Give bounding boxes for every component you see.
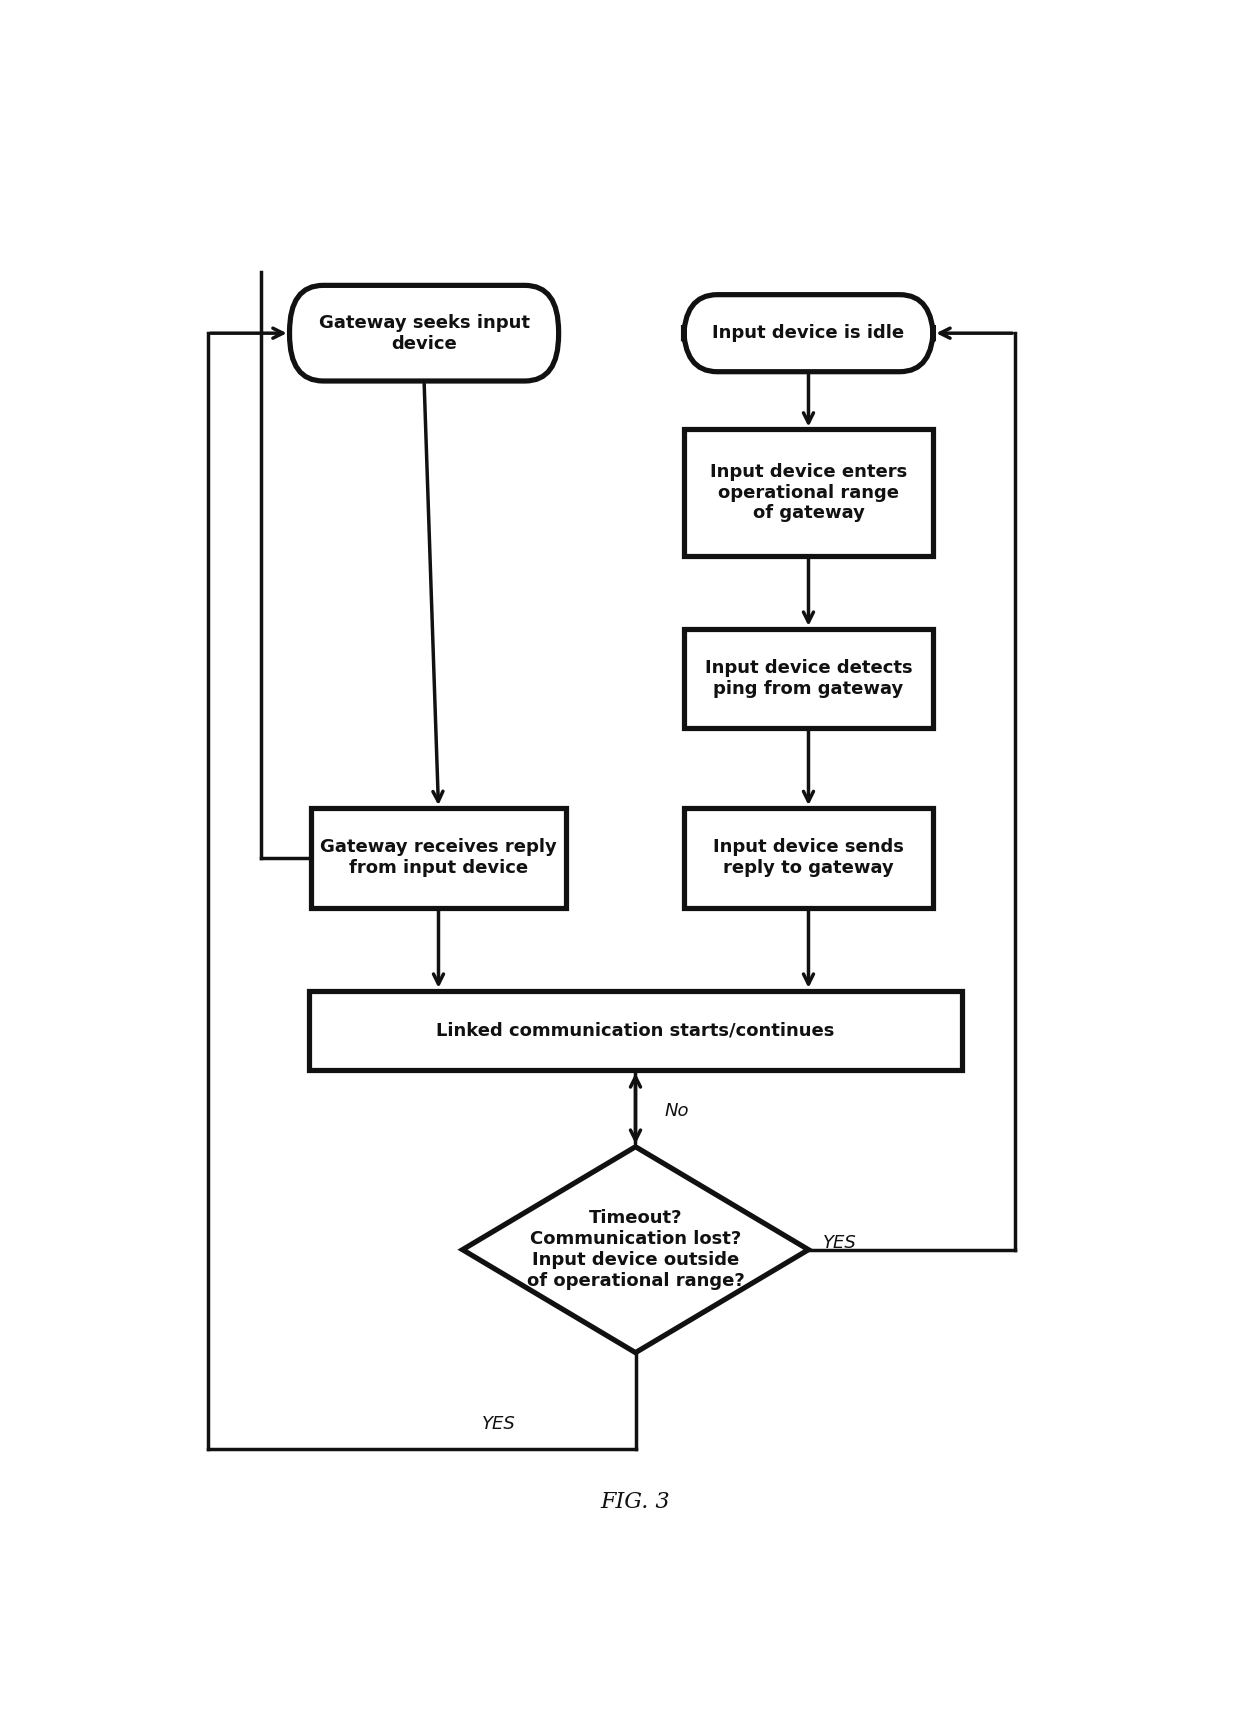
Polygon shape <box>463 1147 808 1352</box>
Text: Linked communication starts/continues: Linked communication starts/continues <box>436 1021 835 1040</box>
FancyBboxPatch shape <box>311 807 565 907</box>
Text: Input device is idle: Input device is idle <box>713 324 904 342</box>
FancyBboxPatch shape <box>683 295 934 371</box>
Text: YES: YES <box>823 1233 857 1252</box>
FancyBboxPatch shape <box>683 807 934 907</box>
Text: Timeout?
Communication lost?
Input device outside
of operational range?: Timeout? Communication lost? Input devic… <box>527 1209 744 1290</box>
Text: YES: YES <box>481 1414 516 1433</box>
Text: No: No <box>665 1102 689 1120</box>
Text: Input device detects
ping from gateway: Input device detects ping from gateway <box>704 659 913 699</box>
Text: Input device sends
reply to gateway: Input device sends reply to gateway <box>713 838 904 878</box>
Text: Gateway seeks input
device: Gateway seeks input device <box>319 314 529 352</box>
FancyBboxPatch shape <box>290 285 559 381</box>
FancyBboxPatch shape <box>683 628 934 728</box>
FancyBboxPatch shape <box>309 990 962 1070</box>
Text: Input device enters
operational range
of gateway: Input device enters operational range of… <box>709 462 908 523</box>
Text: Gateway receives reply
from input device: Gateway receives reply from input device <box>320 838 557 878</box>
FancyBboxPatch shape <box>683 430 934 555</box>
Text: FIG. 3: FIG. 3 <box>600 1490 671 1513</box>
